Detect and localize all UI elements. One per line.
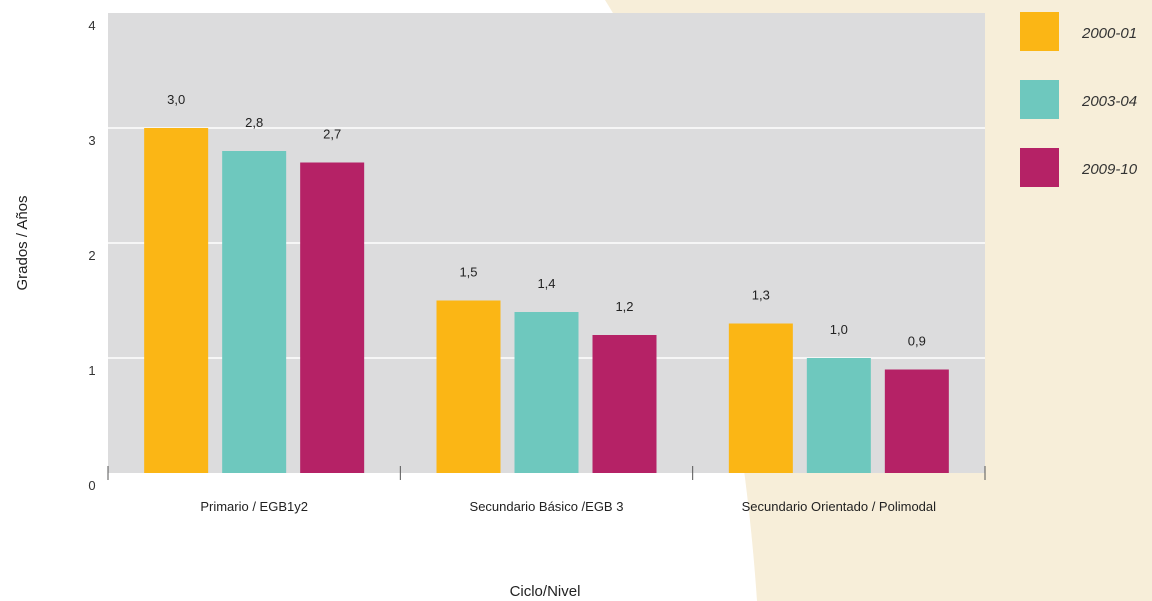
legend-label: 2009-10 — [1081, 161, 1138, 178]
value-label: 1,5 — [459, 265, 477, 280]
x-axis: Primario / EGB1y2 Secundario Básico /EGB … — [107, 466, 986, 514]
legend-swatch — [1020, 12, 1059, 51]
bar — [592, 335, 657, 473]
legend: 2000-01 2003-04 2009-10 — [1020, 12, 1138, 187]
value-label: 1,2 — [615, 299, 633, 314]
legend-swatch — [1020, 148, 1059, 187]
y-tick-label: 2 — [88, 248, 95, 263]
x-category-label: Secundario Básico /EGB 3 — [470, 499, 624, 514]
value-label: 2,8 — [245, 115, 263, 130]
bar — [884, 369, 949, 473]
y-axis-title: Grados / Años — [14, 195, 31, 290]
x-axis-title: Ciclo/Nivel — [510, 583, 581, 600]
value-label: 0,9 — [908, 334, 926, 349]
bar — [144, 128, 209, 473]
bar — [436, 300, 501, 473]
y-tick-label: 3 — [88, 133, 95, 148]
value-label: 2,7 — [323, 127, 341, 142]
y-tick-label: 1 — [88, 363, 95, 378]
bar — [806, 358, 871, 473]
value-label: 3,0 — [167, 92, 185, 107]
y-axis-ticks: 0 1 2 3 4 — [88, 18, 95, 493]
y-tick-label: 0 — [88, 478, 95, 493]
bars — [144, 128, 949, 473]
value-label: 1,0 — [830, 322, 848, 337]
bar — [300, 162, 365, 473]
x-category-label: Secundario Orientado / Polimodal — [742, 499, 937, 514]
legend-swatch — [1020, 80, 1059, 119]
value-label: 1,3 — [752, 288, 770, 303]
value-label: 1,4 — [537, 276, 555, 291]
legend-label: 2000-01 — [1081, 25, 1137, 42]
x-category-label: Primario / EGB1y2 — [200, 499, 308, 514]
legend-label: 2003-04 — [1081, 93, 1137, 110]
bar — [728, 323, 793, 473]
y-tick-label: 4 — [88, 18, 95, 33]
bar — [514, 312, 579, 473]
value-labels: 3,0 2,8 2,7 1,5 1,4 1,2 1,3 1,0 0,9 — [167, 92, 926, 349]
bar — [222, 151, 287, 473]
